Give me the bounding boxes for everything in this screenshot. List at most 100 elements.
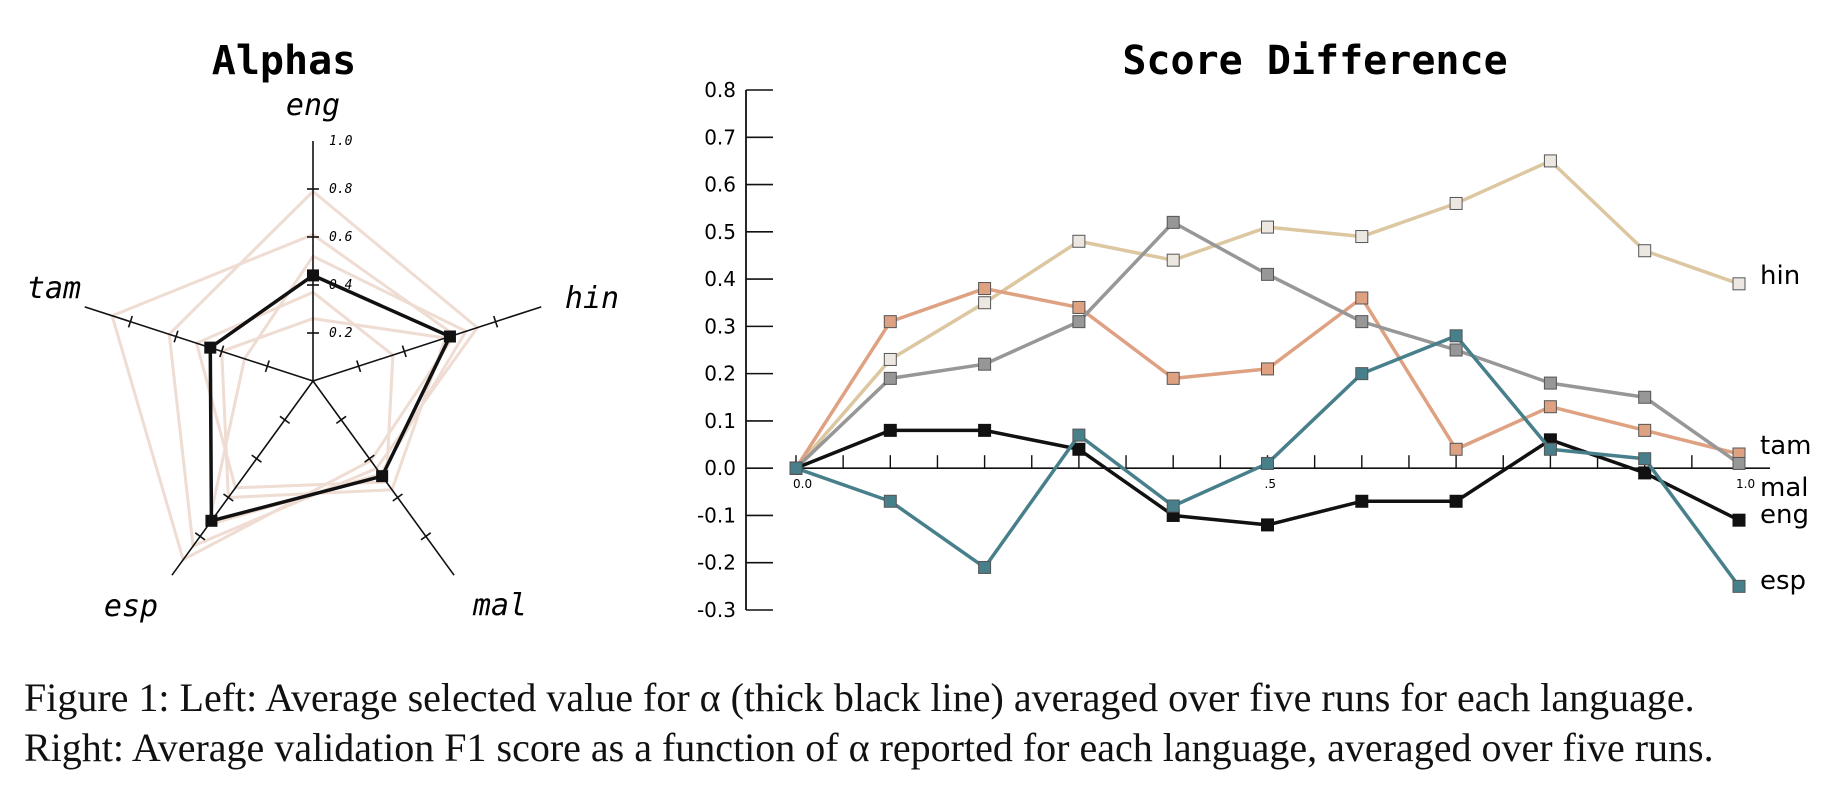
series-point-esp	[1543, 442, 1557, 456]
y-tick-label: 0.5	[704, 220, 736, 244]
radar-run-2	[110, 232, 457, 562]
radar-axes: 0.20.40.60.81.0	[84, 134, 542, 576]
series-point-hin	[883, 352, 897, 366]
radar-tick	[335, 415, 347, 425]
series-label-hin: hin	[1760, 261, 1800, 291]
radar-title: Alphas	[212, 38, 357, 84]
x-tick-label: .5	[1265, 477, 1276, 491]
series-point-esp	[1072, 428, 1086, 442]
series-point-hin	[1449, 196, 1463, 210]
series-point-tam	[1166, 371, 1180, 385]
y-tick-label: 0.2	[704, 362, 736, 386]
series-esp	[789, 329, 1746, 593]
radar-axis-tam	[84, 306, 314, 382]
series-label-eng: eng	[1760, 500, 1809, 530]
series-point-tam	[978, 282, 992, 296]
y-tick-label: 0.7	[704, 125, 736, 149]
radar-tick	[194, 532, 206, 541]
radar-tick	[420, 532, 432, 541]
series-point-esp	[1638, 452, 1652, 466]
radar-tick	[492, 315, 499, 328]
y-tick-label: 0.4	[704, 267, 736, 291]
series-point-tam	[1543, 400, 1557, 414]
radar-tick	[251, 454, 262, 463]
radar-tick	[401, 345, 407, 358]
series-point-tam	[1355, 291, 1369, 305]
series-point-esp	[1261, 456, 1274, 470]
series-point-esp	[789, 461, 803, 475]
series-point-eng	[1261, 518, 1274, 532]
series-point-esp	[1355, 367, 1369, 381]
radar-labels: eng hin mal esp tam	[27, 88, 619, 624]
radar-average-point-eng	[307, 269, 319, 282]
series-point-mal	[978, 357, 992, 371]
radar-tick-label: 0.6	[329, 230, 353, 245]
series-point-hin	[1638, 244, 1652, 258]
series-point-esp	[883, 494, 897, 508]
series-point-hin	[1166, 253, 1180, 267]
series-point-tam	[1261, 362, 1274, 376]
series-point-mal	[1072, 315, 1086, 329]
radar-tick	[223, 493, 234, 502]
series-point-hin	[1732, 277, 1746, 291]
y-tick-label: 0.6	[704, 173, 736, 197]
series-point-eng	[883, 423, 897, 437]
x-tick-label: 1.0	[1736, 477, 1755, 491]
line-axes: -0.3 -0.2 -0.1 0.0 0.1 0.2 0.3 0.4 0.5 0.6 0.7 0.8 0…	[697, 78, 1770, 622]
x-tick-label: 0.0	[793, 477, 812, 491]
radar-average-point-esp	[205, 514, 218, 527]
series-label-tam: tam	[1760, 431, 1811, 461]
radar-tick	[264, 360, 270, 373]
series-point-mal	[1261, 267, 1274, 281]
series-point-hin	[1543, 154, 1557, 168]
radar-average-point-mal	[376, 470, 389, 483]
series-point-tam	[1072, 300, 1086, 314]
series-point-tam	[883, 315, 897, 329]
radar-average-point-tam	[204, 341, 217, 354]
series-point-eng	[1638, 466, 1652, 480]
y-tick-label: 0.8	[704, 78, 736, 102]
radar-average	[204, 269, 456, 527]
series-point-eng	[978, 423, 992, 437]
series-point-eng	[1072, 442, 1086, 456]
radar-tick	[127, 315, 134, 328]
y-tick-label: -0.2	[697, 551, 736, 575]
series-mal	[789, 215, 1746, 475]
radar-axis-label-mal: mal	[472, 588, 527, 623]
caption-line-1: Figure 1: Left: Average selected value f…	[24, 675, 1695, 720]
series-point-mal	[1166, 215, 1180, 229]
radar-tick	[364, 454, 375, 463]
radar-axis-label-tam: tam	[27, 271, 81, 306]
radar-tick	[279, 415, 291, 425]
radar-run-3	[194, 290, 395, 490]
line-title: Score Difference	[1122, 38, 1507, 84]
y-tick-label: -0.3	[697, 598, 736, 622]
series-hin	[789, 154, 1746, 475]
series-point-mal	[1543, 376, 1557, 390]
radar-average-line	[208, 273, 452, 523]
series-point-esp	[978, 560, 992, 574]
y-tick-label: 0.3	[704, 314, 736, 338]
series-label-mal: mal	[1760, 473, 1808, 503]
series-line-tam	[794, 286, 1740, 470]
line-series	[789, 154, 1746, 593]
series-tam	[789, 282, 1746, 475]
radar-tick	[356, 360, 362, 373]
series-point-esp	[1166, 499, 1180, 513]
series-point-hin	[1072, 234, 1086, 248]
radar-axis-hin	[312, 306, 542, 382]
series-point-mal	[1732, 456, 1746, 470]
series-point-esp	[1732, 579, 1746, 593]
y-tick-label: 0.0	[704, 456, 736, 480]
radar-axis-label-eng: eng	[286, 88, 340, 123]
radar-tick	[392, 493, 403, 502]
series-label-esp: esp	[1760, 566, 1806, 596]
radar-axis-label-hin: hin	[565, 281, 619, 316]
series-point-mal	[1638, 390, 1652, 404]
radar-tick	[173, 330, 179, 343]
radar-tick-label: 1.0	[329, 134, 353, 149]
series-point-hin	[1261, 220, 1274, 234]
series-point-tam	[1449, 442, 1463, 456]
radar-axis-esp	[171, 380, 314, 576]
